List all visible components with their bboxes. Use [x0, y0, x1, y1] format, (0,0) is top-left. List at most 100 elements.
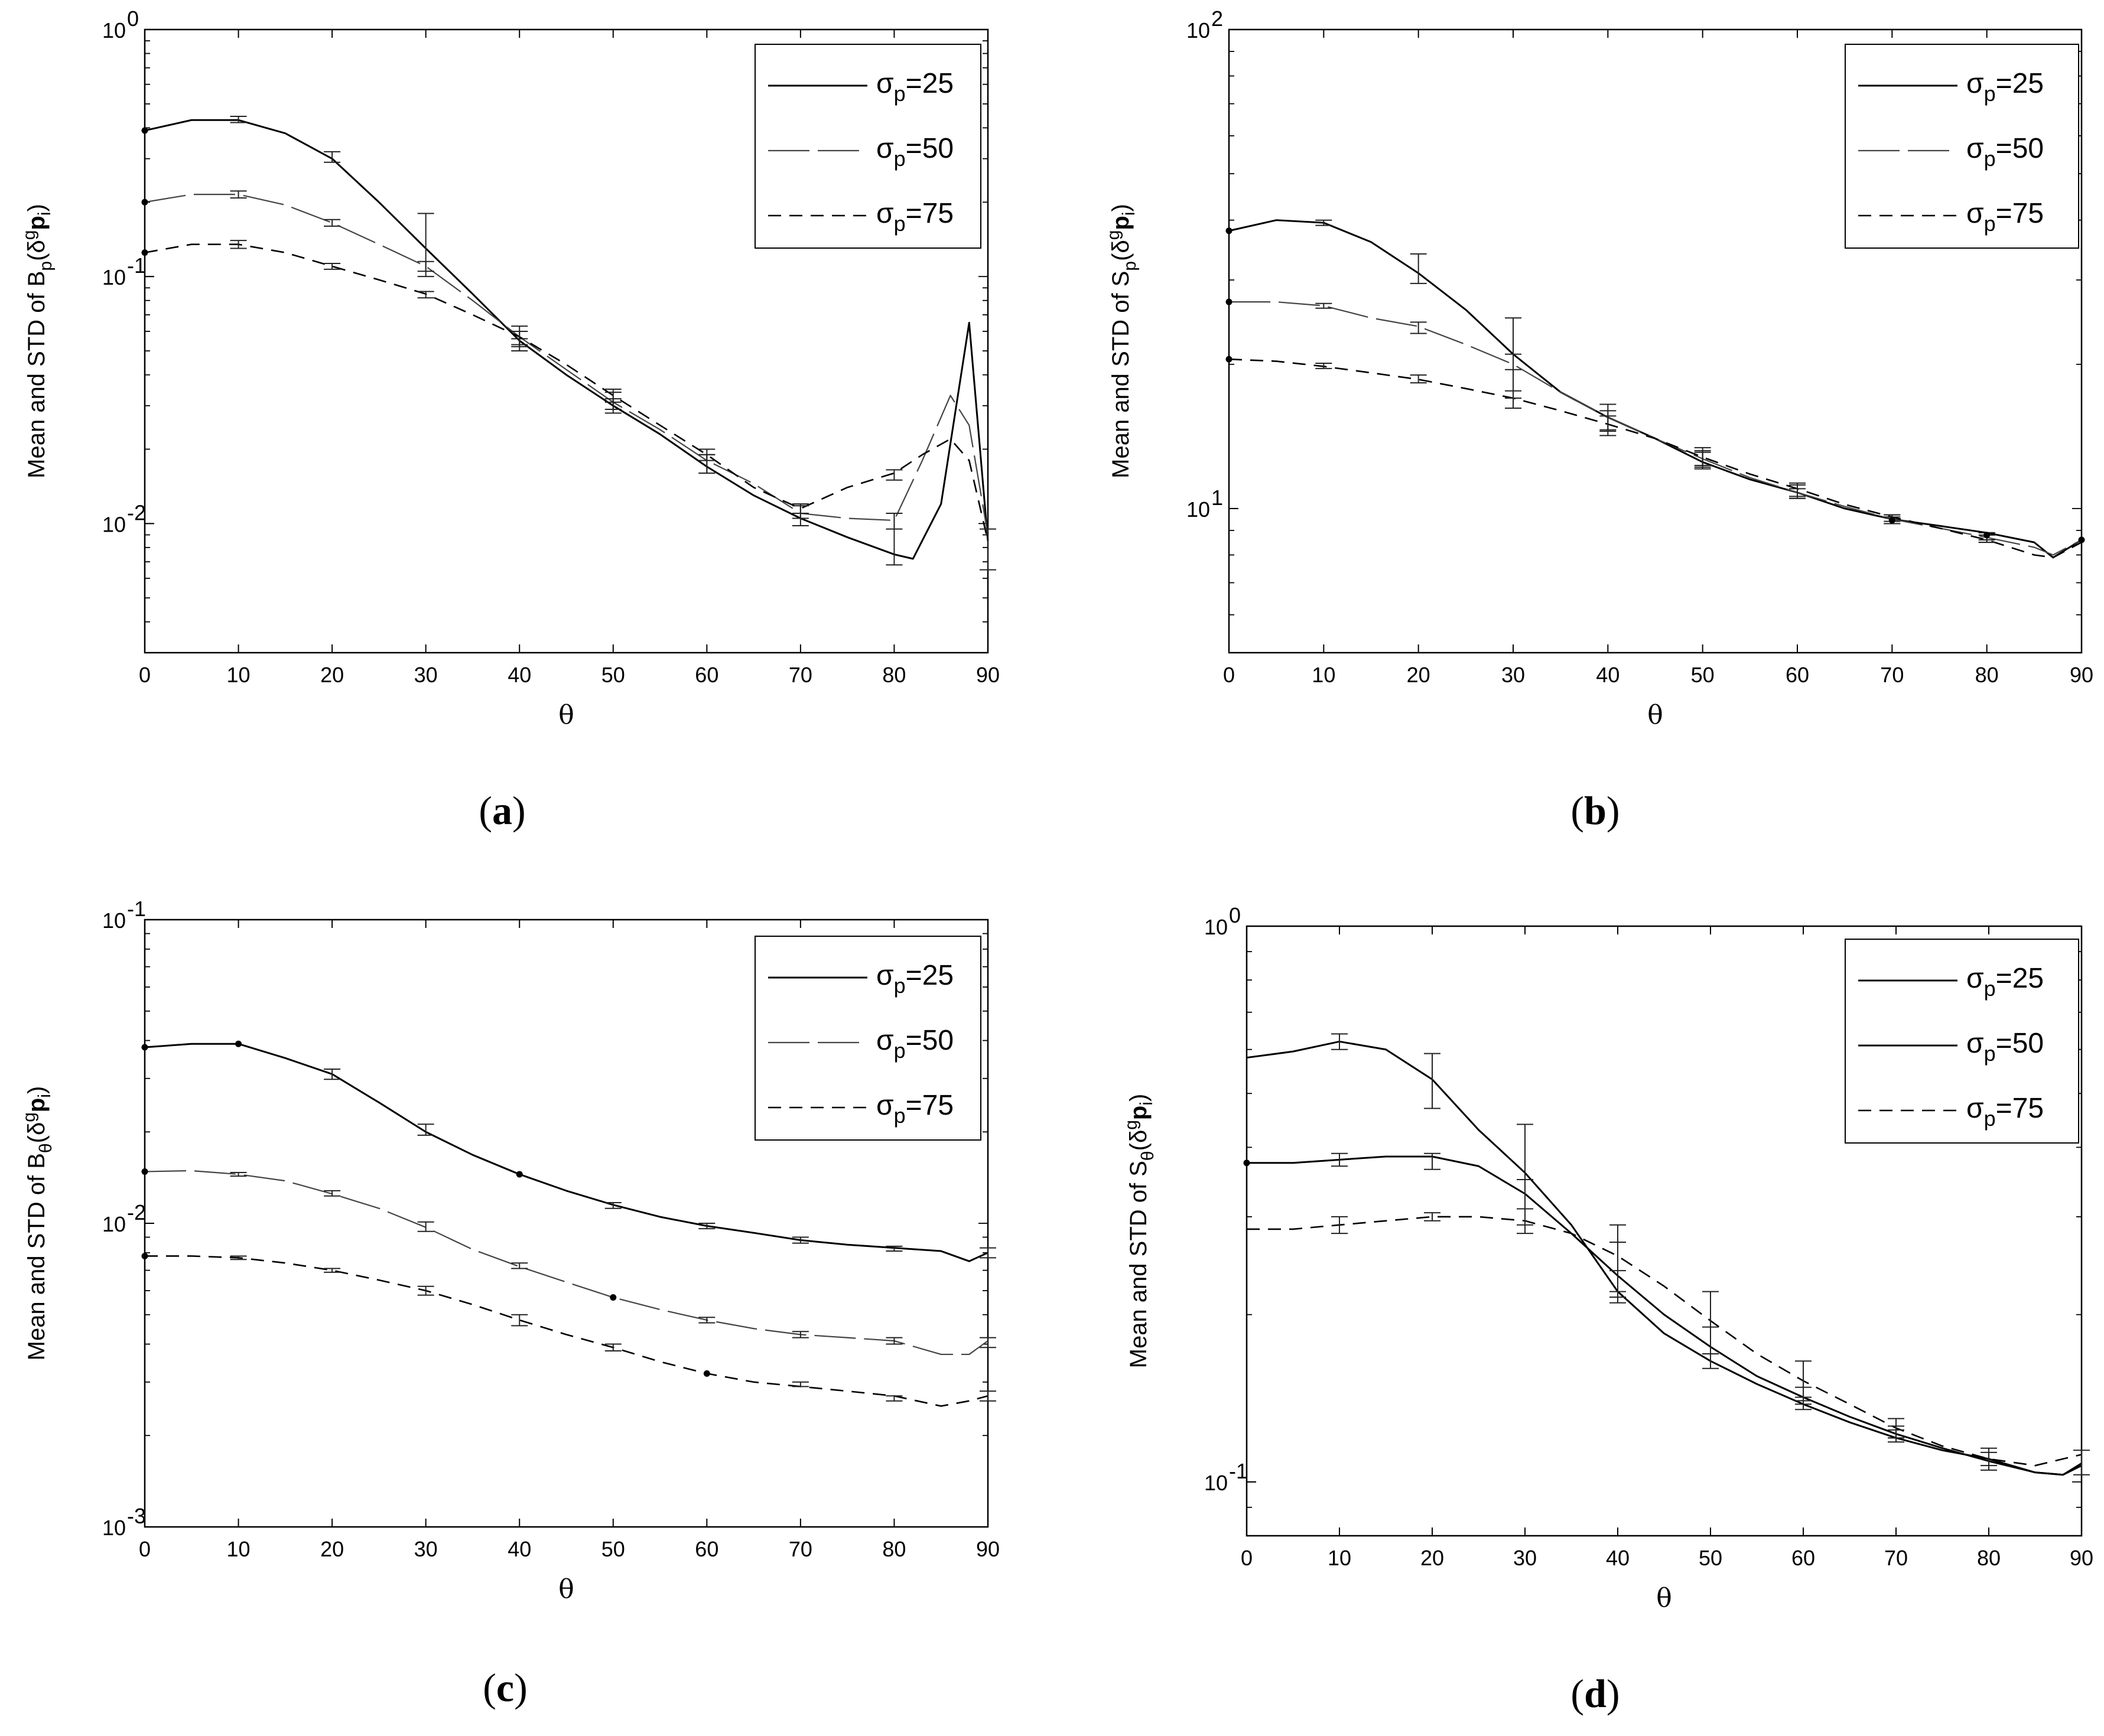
y-tick-exponent: -1 [1229, 1459, 1248, 1483]
legend-value: =25 [906, 960, 954, 991]
x-tick-label: 40 [1596, 663, 1620, 687]
series-line [1228, 219, 2082, 559]
legend-label: σp=25 [1966, 68, 2044, 106]
series-line [1229, 301, 2082, 556]
x-tick-label: 70 [1880, 663, 1904, 687]
legend-subscript: p [1984, 1106, 1996, 1131]
y-label-subscript: i [35, 1094, 54, 1098]
x-tick-label: 90 [2070, 663, 2093, 687]
legend-value: =75 [1996, 1093, 2044, 1124]
y-label-subscript: i [35, 211, 54, 216]
legend-value: =25 [1996, 963, 2044, 994]
legend-subscript: p [894, 82, 906, 106]
x-axis-label: θ [1647, 700, 1663, 730]
legend-symbol: σ [1966, 963, 1984, 994]
y-label-text: ) [24, 1086, 50, 1094]
x-tick-label: 50 [1691, 663, 1715, 687]
y-tick-exponent: 1 [1211, 486, 1223, 510]
x-tick-label: 40 [508, 663, 531, 687]
x-tick-label: 80 [1977, 1546, 2001, 1570]
data-point-marker [141, 127, 148, 134]
series-line [1247, 1216, 2082, 1467]
legend-label: σp=25 [1966, 963, 2044, 1001]
caption-paren: ) [1607, 788, 1620, 833]
x-tick-label: 40 [1606, 1546, 1630, 1570]
data-point-marker [1225, 356, 1233, 363]
x-tick-label: 10 [1312, 663, 1335, 687]
legend-symbol: σ [876, 1025, 894, 1056]
y-label-subscript: θ [1138, 1151, 1157, 1161]
legend-value: =25 [1996, 68, 2044, 99]
y-tick-label: 10 [102, 1212, 126, 1236]
y-label-text: (δ [24, 240, 50, 261]
y-label-vector: p [24, 1098, 50, 1112]
series-line [1228, 358, 2082, 559]
data-point-marker [516, 1171, 523, 1178]
x-tick-label: 80 [882, 663, 906, 687]
legend-box [1845, 939, 2079, 1144]
series-line [1247, 1155, 2082, 1476]
y-label-vector: p [1108, 216, 1134, 230]
data-point-marker [235, 1040, 242, 1047]
x-tick-label: 20 [320, 663, 344, 687]
x-axis-label: θ [558, 700, 574, 730]
legend-symbol: σ [876, 133, 894, 164]
data-point-marker [610, 1294, 617, 1301]
data-point-marker [141, 1044, 148, 1051]
plot-frame [1246, 925, 2083, 1537]
legend-symbol: σ [1966, 1028, 1984, 1059]
plot-frame [1228, 28, 2083, 654]
series-line [144, 1170, 988, 1356]
y-label-subscript: p [1120, 261, 1140, 271]
x-tick-label: 80 [882, 1537, 906, 1561]
x-tick-label: 60 [695, 1537, 718, 1561]
x-tick-label: 30 [414, 663, 438, 687]
legend-label: σp=25 [876, 68, 954, 106]
legend-symbol: σ [1966, 198, 1984, 229]
legend-value: =50 [906, 1025, 954, 1056]
caption-paren: ) [514, 1665, 528, 1710]
legend-subscript: p [894, 211, 906, 236]
series-line [144, 243, 989, 542]
y-label-text: ) [1108, 204, 1134, 211]
x-tick-label: 20 [320, 1537, 344, 1561]
x-tick-label: 30 [1513, 1546, 1537, 1570]
x-tick-label: 70 [1884, 1546, 1908, 1570]
legend-value: =50 [906, 133, 954, 164]
y-tick-label: 10 [102, 908, 126, 933]
legend-label: σp=75 [876, 1090, 954, 1128]
x-tick-label: 10 [1328, 1546, 1351, 1570]
legend-subscript: p [1984, 976, 1996, 1001]
legend-label: σp=50 [1966, 133, 2044, 171]
legend-symbol: σ [876, 1090, 894, 1121]
data-point-marker [1225, 298, 1233, 305]
data-point-marker [141, 1168, 148, 1175]
y-label-subscript: p [36, 261, 56, 271]
y-tick-label: 10 [102, 1516, 126, 1540]
y-label-superscript: g [1121, 1120, 1141, 1130]
panel-caption: (a) [479, 788, 525, 833]
y-label-subscript: i [1137, 1102, 1156, 1106]
x-tick-label: 90 [2070, 1546, 2093, 1570]
x-tick-label: 0 [1241, 1546, 1253, 1570]
x-axis-label: θ [1656, 1583, 1672, 1613]
legend-subscript: p [894, 1103, 906, 1128]
y-tick-exponent: -1 [127, 897, 146, 921]
legend-box [755, 936, 981, 1141]
x-tick-label: 60 [695, 663, 718, 687]
x-tick-label: 30 [414, 1537, 438, 1561]
legend-value: =50 [1996, 133, 2044, 164]
y-tick-exponent: -2 [127, 500, 146, 525]
y-tick-label: 10 [102, 18, 126, 43]
panel-caption: (d) [1570, 1671, 1620, 1716]
y-tick-label: 10 [102, 512, 126, 536]
legend-label: σp=75 [1966, 198, 2044, 236]
y-label-superscript: g [19, 230, 39, 240]
legend-label: σp=50 [1966, 1028, 2044, 1066]
y-label-text: ) [24, 204, 50, 211]
data-point-marker [1243, 1159, 1250, 1167]
y-tick-label: 10 [1186, 18, 1210, 43]
